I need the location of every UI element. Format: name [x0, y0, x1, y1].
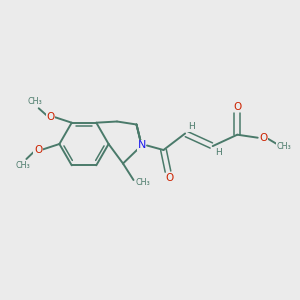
Text: CH₃: CH₃	[28, 97, 43, 106]
Text: H: H	[188, 122, 194, 131]
Text: O: O	[260, 133, 268, 143]
Text: O: O	[233, 101, 242, 112]
Text: CH₃: CH₃	[276, 142, 291, 151]
Text: O: O	[165, 173, 174, 183]
Text: O: O	[46, 112, 55, 122]
Text: CH₃: CH₃	[136, 178, 151, 187]
Text: N: N	[137, 140, 146, 151]
Text: CH₃: CH₃	[15, 161, 30, 170]
Text: O: O	[34, 145, 42, 155]
Text: H: H	[215, 148, 222, 157]
